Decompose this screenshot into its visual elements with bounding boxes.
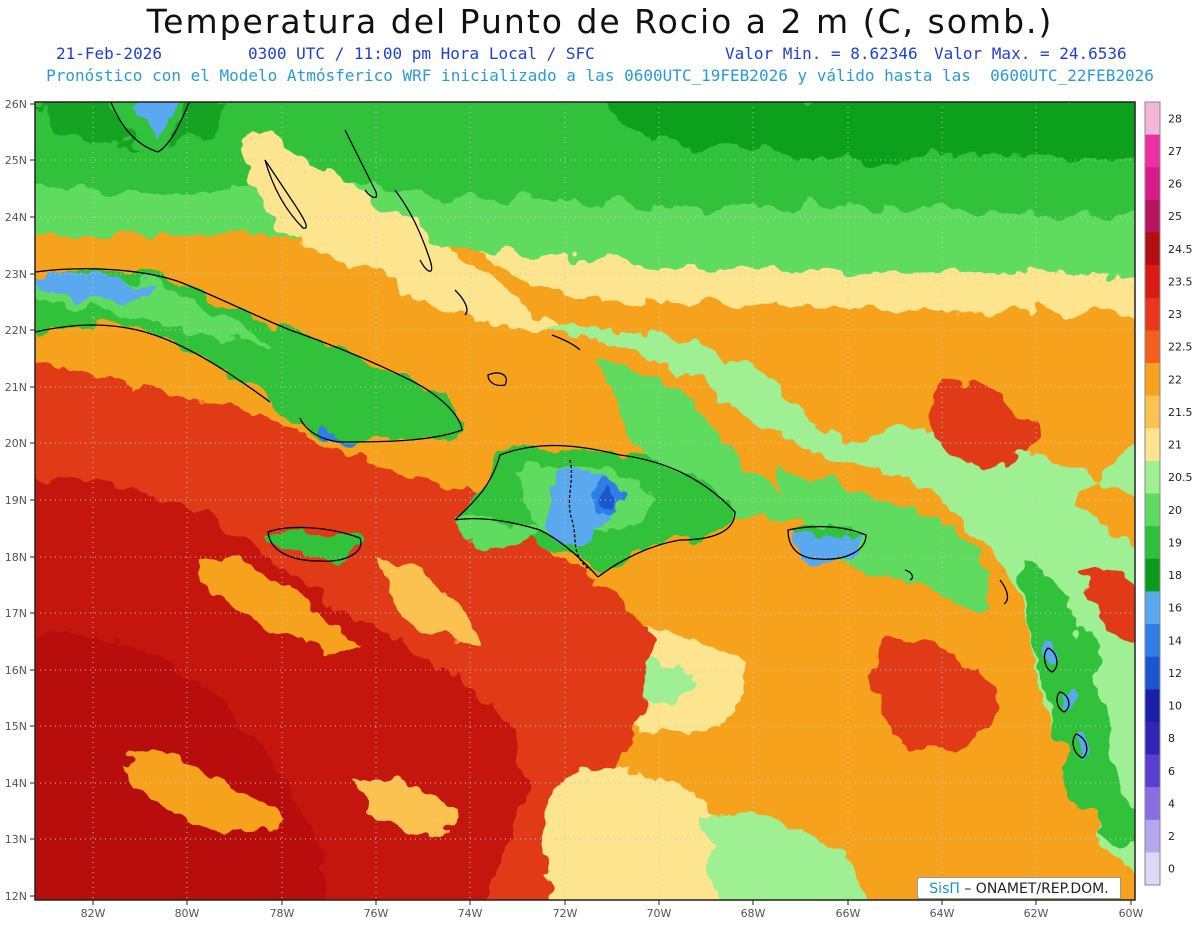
shaded-field (35, 102, 1135, 900)
colorbar-label: 19 (1168, 536, 1182, 549)
lat-label: 12N (5, 890, 27, 903)
colorbar-swatch (1145, 787, 1160, 820)
colorbar-swatch (1145, 721, 1160, 755)
colorbar-swatch (1145, 526, 1160, 559)
colorbar-swatch (1145, 689, 1160, 723)
lat-label: 18N (5, 551, 27, 564)
colorbar-label: 24.5 (1168, 243, 1193, 256)
lat-label: 15N (5, 720, 27, 733)
latitude-labels: 26N 25N 24N 23N 22N 21N 20N 19N 18N 17N … (5, 98, 27, 903)
colorbar-label: 10 (1168, 700, 1182, 713)
colorbar-label: 20 (1168, 504, 1182, 517)
colorbar-swatch (1145, 395, 1160, 429)
lat-label: 21N (5, 381, 27, 394)
lon-label: 62W (1024, 907, 1049, 920)
lat-label: 25N (5, 154, 27, 167)
time-label: 0300 UTC / 11:00 pm Hora Local / SFC (248, 44, 595, 63)
colorbar-label: 6 (1168, 765, 1175, 778)
colorbar-label: 23.5 (1168, 275, 1193, 288)
colorbar-swatch (1145, 558, 1160, 592)
lat-label: 26N (5, 98, 27, 111)
min-value-label: Valor Min. = 8.62346 (725, 44, 918, 63)
colorbar-swatch (1145, 363, 1160, 396)
lon-label: 64W (930, 907, 955, 920)
lat-label: 13N (5, 833, 27, 846)
colorbar-label: 21 (1168, 439, 1182, 452)
colorbar-swatch (1145, 624, 1160, 657)
lon-label: 80W (175, 907, 200, 920)
lon-label: 78W (270, 907, 295, 920)
colorbar-label: 2 (1168, 830, 1175, 843)
axis-ticks (30, 103, 1132, 905)
colorbar-label: 21.5 (1168, 406, 1193, 419)
colorbar-swatch (1145, 297, 1160, 331)
graticule (35, 102, 1135, 900)
colorbar-label: 0 (1168, 863, 1175, 876)
colorbar-label: 20.5 (1168, 471, 1193, 484)
lon-label: 68W (741, 907, 766, 920)
map-frame (34, 101, 1136, 901)
lat-label: 16N (5, 664, 27, 677)
lat-label: 14N (5, 777, 27, 790)
sispi-logo: SisΠ (929, 881, 960, 897)
lon-label: 74W (458, 907, 483, 920)
lon-label: 70W (647, 907, 672, 920)
colorbar-label: 28 (1168, 112, 1182, 125)
colorbar-swatch (1145, 591, 1160, 625)
colorbar-label: 4 (1168, 797, 1175, 810)
colorbar-swatch (1145, 819, 1160, 853)
colorbar-label: 12 (1168, 667, 1182, 680)
colorbar-swatch (1145, 460, 1160, 494)
colorbar-label: 8 (1168, 732, 1175, 745)
lat-label: 20N (5, 437, 27, 450)
lon-label: 72W (553, 907, 578, 920)
credit-box: SisΠ – ONAMET/REP.DOM. (917, 877, 1121, 899)
colorbar-frame (1144, 101, 1161, 886)
colorbar-swatch (1145, 428, 1160, 462)
colorbar-swatch (1145, 493, 1160, 527)
credit-text: – ONAMET/REP.DOM. (959, 881, 1109, 897)
colorbar-label: 23 (1168, 308, 1182, 321)
lat-label: 24N (5, 211, 27, 224)
colorbar-swatch (1145, 852, 1160, 886)
colorbar-swatch (1145, 656, 1160, 690)
colorbar-label: 26 (1168, 178, 1182, 191)
lon-label: 82W (81, 907, 106, 920)
colorbar-swatch (1145, 232, 1160, 266)
lon-label: 60W (1119, 907, 1144, 920)
coastlines (35, 102, 1088, 759)
colorbar-label: 14 (1168, 634, 1182, 647)
colorbar-label: 18 (1168, 569, 1182, 582)
colorbar-swatch (1145, 199, 1160, 233)
lat-label: 17N (5, 607, 27, 620)
colorbar-swatch (1145, 265, 1160, 298)
longitude-labels: 82W 80W 78W 76W 74W 72W 70W 68W 66W 64W … (81, 907, 1144, 920)
model-info-label: Pronóstico con el Modelo Atmósferico WRF… (46, 66, 1154, 85)
colorbar-label: 27 (1168, 145, 1182, 158)
lon-label: 76W (364, 907, 389, 920)
colorbar-legend: 2827262524.523.52322.52221.52120.5201918… (1144, 101, 1193, 886)
colorbar-label: 16 (1168, 602, 1182, 615)
lat-label: 22N (5, 324, 27, 337)
colorbar-label: 25 (1168, 210, 1182, 223)
date-label: 21-Feb-2026 (56, 44, 162, 63)
colorbar-swatch (1145, 134, 1160, 168)
lon-label: 66W (836, 907, 861, 920)
colorbar-swatch (1145, 754, 1160, 788)
max-value-label: Valor Max. = 24.6536 (934, 44, 1127, 63)
colorbar-swatch (1145, 167, 1160, 201)
colorbar-label: 22 (1168, 373, 1182, 386)
colorbar-swatch (1145, 102, 1160, 135)
colorbar-swatch (1145, 330, 1160, 364)
lat-label: 19N (5, 494, 27, 507)
colorbar-label: 22.5 (1168, 341, 1193, 354)
map-title: Temperatura del Punto de Rocio a 2 m (C,… (146, 2, 1054, 41)
lat-label: 23N (5, 268, 27, 281)
